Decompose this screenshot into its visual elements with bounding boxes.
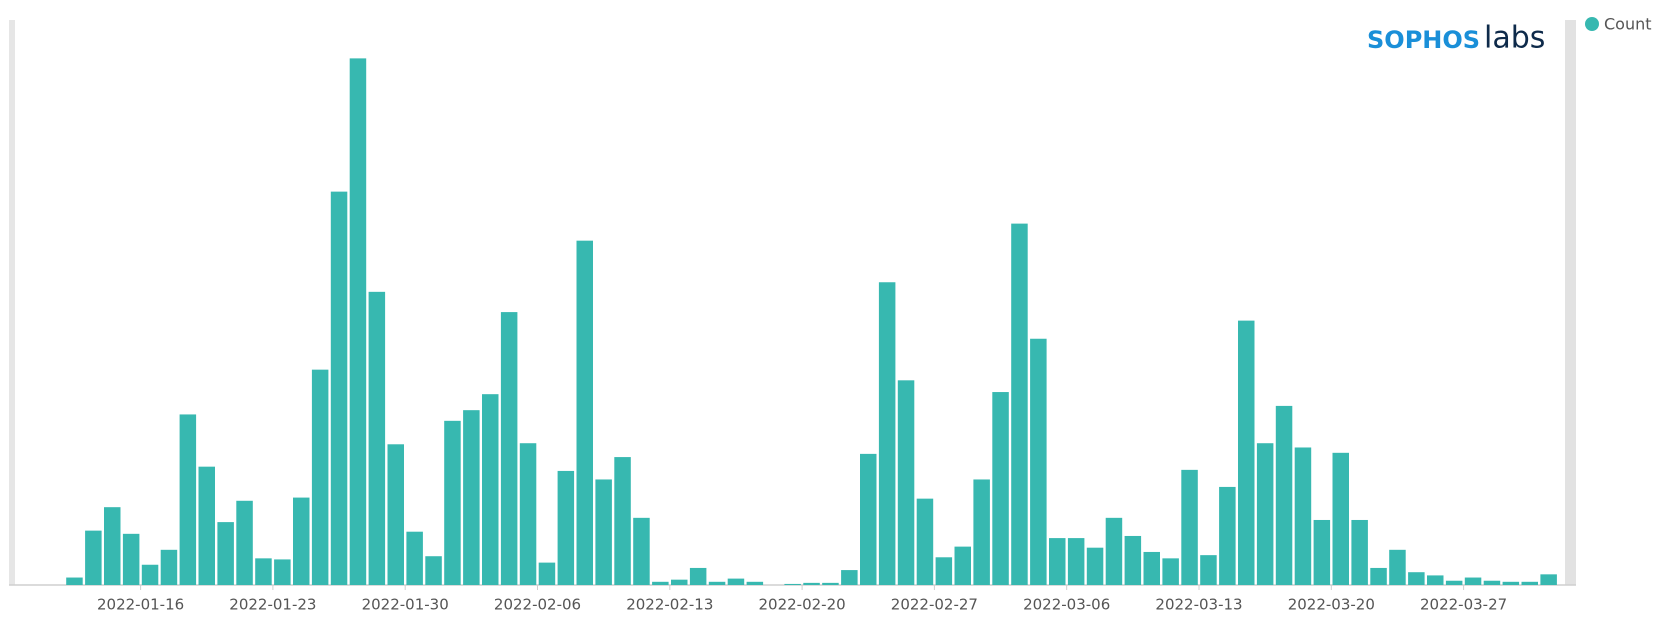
legend-label: Count [1604, 15, 1652, 34]
bar [671, 579, 688, 585]
bar [1540, 574, 1557, 585]
bar [746, 581, 764, 585]
bar [1294, 447, 1312, 585]
bar [576, 240, 593, 586]
bar [1049, 538, 1066, 585]
bar [1124, 535, 1142, 585]
bar [1275, 405, 1293, 585]
bar [841, 570, 858, 585]
bar [330, 191, 348, 585]
x-tick-label: 2022-02-20 [759, 596, 846, 614]
bar [1483, 580, 1501, 585]
bar [1219, 486, 1236, 585]
bar [387, 444, 404, 585]
bar [1408, 572, 1425, 585]
bar [1181, 469, 1198, 585]
bar [1105, 517, 1123, 585]
bar [519, 443, 537, 585]
x-tick-label: 2022-02-06 [494, 596, 581, 614]
x-tick-label: 2022-02-27 [891, 596, 978, 614]
x-tick-label: 2022-02-13 [626, 596, 713, 614]
bar [1143, 551, 1160, 585]
bar [1030, 338, 1047, 585]
left-scrollbar [9, 20, 15, 585]
bar [274, 559, 291, 585]
bar [1445, 580, 1463, 585]
bar [500, 312, 518, 585]
bar [595, 479, 612, 585]
bar [217, 522, 234, 585]
bar [1332, 452, 1349, 585]
bar [954, 546, 971, 585]
bar [897, 380, 915, 585]
bar [878, 282, 896, 585]
bar [349, 58, 367, 585]
bar [425, 556, 442, 585]
bar [1313, 519, 1331, 585]
bar [141, 564, 159, 585]
bar [1067, 538, 1085, 585]
bar [255, 558, 272, 585]
bar [727, 578, 745, 585]
bar [122, 533, 140, 585]
bar [538, 562, 556, 585]
bar [1464, 577, 1482, 585]
bar [1238, 320, 1255, 585]
bar [444, 420, 461, 585]
bar [1011, 223, 1028, 585]
x-tick-label: 2022-03-20 [1288, 596, 1375, 614]
x-tick-label: 2022-01-16 [97, 596, 184, 614]
bar [973, 479, 990, 585]
bar [236, 500, 253, 585]
bar [1256, 443, 1274, 585]
bar [463, 410, 480, 585]
bar [633, 517, 650, 585]
bar [406, 531, 423, 585]
bar [784, 583, 801, 585]
x-tick-label: 2022-01-23 [229, 596, 316, 614]
x-tick-label: 2022-01-30 [362, 596, 449, 614]
bar [557, 470, 575, 585]
bar [368, 291, 386, 585]
bar [1162, 558, 1179, 585]
bar [104, 507, 121, 585]
bar [1370, 567, 1387, 585]
bar [1200, 555, 1217, 585]
bar [708, 581, 726, 585]
bar [860, 453, 877, 585]
bar [1389, 549, 1406, 585]
bar [689, 567, 707, 585]
bar [935, 557, 953, 585]
bar [1521, 581, 1538, 585]
x-tick-label: 2022-03-13 [1155, 596, 1242, 614]
bar [1351, 519, 1368, 585]
bar [652, 581, 669, 585]
legend-swatch [1585, 17, 1599, 31]
right-scrollbar [1565, 20, 1576, 585]
bar [482, 394, 499, 585]
logo-brand: SOPHOS [1367, 26, 1480, 54]
bar [803, 582, 820, 585]
bar [614, 457, 631, 585]
bar [311, 369, 329, 585]
x-tick-label: 2022-03-27 [1420, 596, 1507, 614]
logo-suffix: labs [1484, 21, 1545, 56]
bar [916, 498, 934, 585]
x-tick-label: 2022-03-06 [1023, 596, 1110, 614]
bar [160, 549, 178, 585]
bar [1427, 575, 1444, 585]
bar [822, 582, 839, 585]
bar [1502, 581, 1520, 585]
bar [293, 497, 310, 585]
bar [66, 577, 83, 585]
bar [179, 414, 197, 585]
bar [85, 530, 102, 585]
bar [1086, 547, 1104, 585]
bar [198, 466, 215, 585]
bar [992, 392, 1009, 585]
